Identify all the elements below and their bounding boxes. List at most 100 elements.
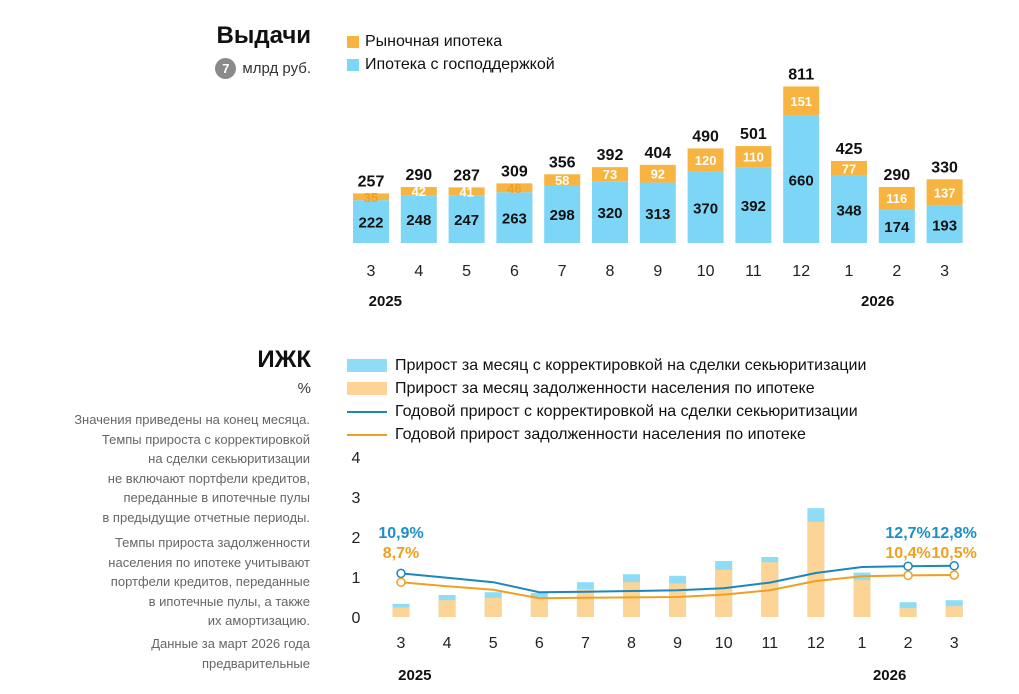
x-tick-label: 3 <box>950 635 959 652</box>
note-line: не включают портфели кредитов, <box>107 470 310 486</box>
x-tick-label: 7 <box>581 635 590 652</box>
bar-label-subsidized: 263 <box>502 211 527 228</box>
x-tick-label: 6 <box>510 263 519 280</box>
bar-total-label: 356 <box>549 154 576 171</box>
x-tick-label: 3 <box>367 263 376 280</box>
bar-monthly <box>899 608 917 617</box>
y-tick-label: 0 <box>352 610 361 627</box>
year-label: 2026 <box>861 293 894 310</box>
izhk-title: ИЖК <box>257 346 311 373</box>
note-line: населения по ипотеке учитывают <box>108 554 310 570</box>
legend-label-monthly-adjusted: Прирост за месяц с корректировкой на сде… <box>395 356 867 374</box>
bar-subsidized <box>831 175 867 243</box>
x-tick-label: 4 <box>443 635 452 652</box>
line-annual-adjusted <box>400 564 955 594</box>
x-tick-label: 9 <box>653 263 662 280</box>
note-line: предварительные <box>202 655 310 671</box>
issuance-unit: 7 млрд руб. <box>215 58 311 79</box>
note-line: переданные в ипотечные пулы <box>123 490 311 505</box>
x-tick-label: 4 <box>414 263 423 280</box>
bar-label-subsidized: 313 <box>645 206 670 223</box>
izhk-unit: % <box>297 380 311 397</box>
issuance-unit-label: млрд руб. <box>242 60 311 77</box>
bar-monthly <box>576 589 594 617</box>
x-tick-label: 7 <box>558 263 567 280</box>
y-tick-label: 3 <box>352 490 361 507</box>
bar-label-market: 110 <box>743 150 764 165</box>
annual-swatch <box>347 433 387 436</box>
issuance-legend: Рыночная ипотека Ипотека с господдержкой <box>347 30 555 76</box>
year-label: 2026 <box>873 667 906 684</box>
data-label-annual-adjusted: 12,7% <box>885 525 930 542</box>
legend-label-subsidized: Ипотека с господдержкой <box>365 55 555 73</box>
monthly-adjusted-swatch <box>347 359 387 372</box>
x-tick-label: 8 <box>627 635 636 652</box>
bar-total-label: 290 <box>405 167 432 184</box>
data-label-annual-adjusted: 10,9% <box>378 525 423 542</box>
x-tick-label: 10 <box>715 635 733 652</box>
note-line: на сделки секьюритизации <box>148 451 310 466</box>
bar-subsidized <box>448 195 485 243</box>
bar-subsidized <box>496 192 533 243</box>
note-block-2: Темпы прироста задолженности населения п… <box>108 533 310 631</box>
bar-label-subsidized: 660 <box>789 172 814 189</box>
note-block-1: Значения приведены на конец месяца. Темп… <box>74 410 310 527</box>
bar-label-market: 35 <box>364 190 378 205</box>
bar-market <box>687 148 724 172</box>
bar-market <box>544 174 581 186</box>
x-tick-label: 5 <box>489 635 498 652</box>
x-tick-label: 1 <box>858 635 867 652</box>
bar-label-market: 151 <box>790 94 812 109</box>
issuance-title: Выдачи <box>216 22 312 49</box>
note-line: Темпы прироста с корректировкой <box>101 431 310 447</box>
bar-subsidized <box>687 171 724 243</box>
bar-subsidized <box>353 200 389 243</box>
bar-monthly <box>945 606 963 617</box>
note-line: Значения приведены на конец месяца. <box>74 412 310 427</box>
x-tick-label: 3 <box>397 635 406 652</box>
year-label: 2025 <box>398 667 431 684</box>
bar-label-market: 92 <box>651 167 665 182</box>
issuance-chart: 2223525732484229042474128752634630962985… <box>353 66 963 310</box>
bar-label-market: 46 <box>507 181 521 196</box>
legend-item-market: Рыночная ипотека <box>347 30 555 53</box>
data-label-annual: 8,7% <box>383 545 419 562</box>
note-line: портфели кредитов, переданные <box>110 574 310 589</box>
legend-label-market: Рыночная ипотека <box>365 32 503 50</box>
bar-total-label: 425 <box>836 141 863 158</box>
legend-label-annual-adjusted: Годовой прирост с корректировкой на сдел… <box>395 402 858 420</box>
note-block-3: Данные за март 2026 года предварительные <box>151 634 310 673</box>
bar-subsidized <box>926 205 963 243</box>
legend-item-subsidized: Ипотека с господдержкой <box>347 53 555 76</box>
x-tick-label: 11 <box>745 263 762 280</box>
bar-label-market: 73 <box>603 167 617 182</box>
annual-adjusted-swatch <box>347 410 387 413</box>
bar-label-subsidized: 320 <box>597 205 622 222</box>
point-annual-adjusted <box>396 568 406 579</box>
legend-item-annual: Годовой прирост задолженности населения … <box>347 423 866 446</box>
bar-market <box>926 179 963 206</box>
point-annual <box>949 570 959 580</box>
bar-total-label: 309 <box>501 163 528 180</box>
x-tick-label: 8 <box>606 263 615 280</box>
bar-monthly <box>530 597 548 617</box>
y-tick-label: 4 <box>352 450 361 467</box>
bar-market <box>448 187 485 196</box>
x-tick-label: 9 <box>673 635 682 652</box>
x-tick-label: 12 <box>792 263 810 280</box>
bar-market <box>496 183 533 193</box>
bar-market <box>400 187 437 196</box>
bar-label-subsidized: 247 <box>454 212 479 229</box>
y-tick-label: 1 <box>352 570 361 587</box>
bar-label-subsidized: 248 <box>406 212 431 229</box>
bar-market <box>878 187 915 210</box>
bar-monthly <box>669 583 687 617</box>
bar-subsidized <box>783 115 820 243</box>
bar-monthly <box>392 607 410 617</box>
x-tick-label: 2 <box>904 635 913 652</box>
note-line: в ипотечные пулы, а также <box>148 593 310 609</box>
bar-subsidized <box>592 181 628 243</box>
bar-monthly <box>715 569 733 617</box>
bar-total-label: 392 <box>597 147 624 164</box>
